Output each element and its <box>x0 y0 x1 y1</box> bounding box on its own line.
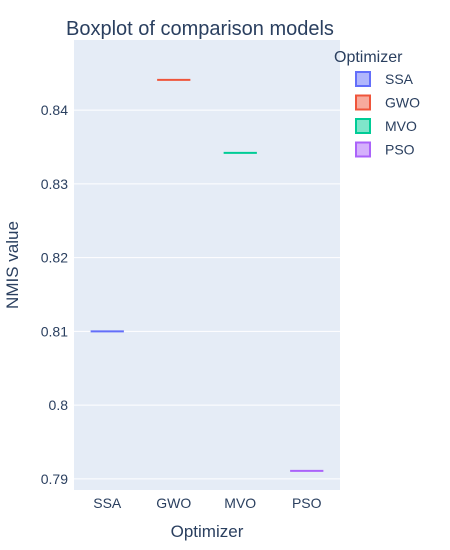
box-marks <box>90 78 324 472</box>
x-axis-ticks: SSA GWO MVO PSO <box>93 495 321 511</box>
legend-title: Optimizer <box>334 49 403 66</box>
legend-label: GWO <box>385 95 420 111</box>
y-tick-label: 0.83 <box>41 176 68 192</box>
legend-item-gwo[interactable]: GWO <box>355 94 420 111</box>
legend-swatch <box>355 71 371 87</box>
y-tick-label: 0.8 <box>49 397 69 413</box>
y-tick-label: 0.84 <box>41 102 68 118</box>
legend[interactable]: Optimizer SSA GWO MVO PSO <box>334 49 420 158</box>
plot-area <box>74 40 340 490</box>
legend-item-mvo[interactable]: MVO <box>355 118 417 134</box>
x-tick-label: MVO <box>224 495 256 511</box>
y-axis-label: NMIS value <box>3 221 22 309</box>
legend-swatch <box>355 118 371 134</box>
legend-item-pso[interactable]: PSO <box>355 141 415 158</box>
y-tick-label: 0.82 <box>41 250 68 266</box>
x-axis-label: Optimizer <box>171 522 244 541</box>
x-tick-label: GWO <box>156 495 191 511</box>
legend-label: MVO <box>385 118 417 134</box>
x-tick-label: PSO <box>292 495 322 511</box>
chart-title: Boxplot of comparison models <box>66 18 334 40</box>
y-tick-label: 0.81 <box>41 323 68 339</box>
legend-swatch <box>355 94 371 111</box>
legend-swatch <box>355 141 371 158</box>
x-tick-label: SSA <box>93 495 122 511</box>
y-axis-ticks: 0.79 0.8 0.81 0.82 0.83 0.84 <box>41 102 68 487</box>
legend-item-ssa[interactable]: SSA <box>355 71 414 87</box>
y-tick-label: 0.79 <box>41 471 68 487</box>
legend-label: SSA <box>385 71 414 87</box>
legend-label: PSO <box>385 142 415 158</box>
